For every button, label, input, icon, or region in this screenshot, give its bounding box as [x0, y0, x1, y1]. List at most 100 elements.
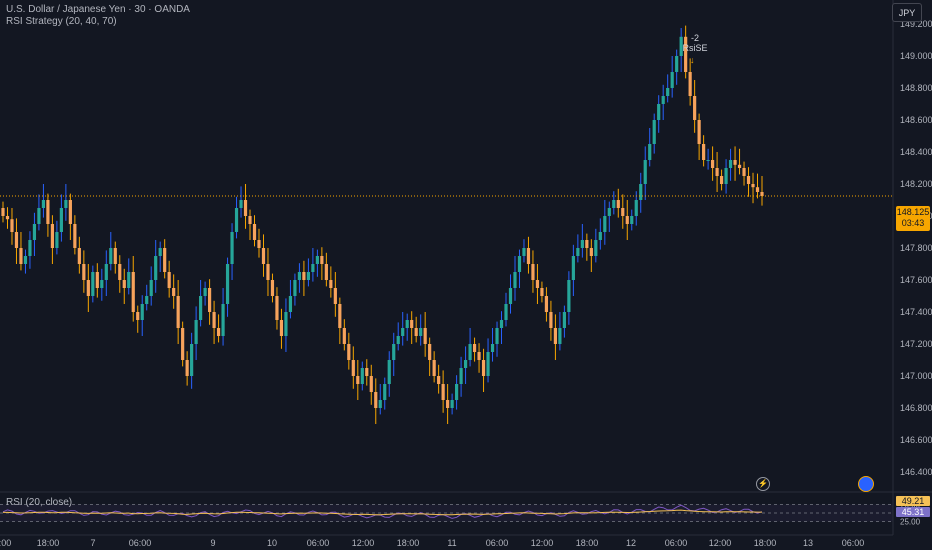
symbol-legend[interactable]: U.S. Dollar / Japanese Yen · 30 · OANDA [6, 4, 190, 15]
candle-body [306, 272, 310, 280]
candle-body [95, 272, 99, 288]
signal-name: RsiSE [682, 43, 708, 53]
candle-body [32, 224, 37, 240]
candle-body [333, 288, 337, 304]
candle-body [414, 328, 418, 336]
candle-body [252, 224, 257, 240]
candle-body [212, 312, 216, 328]
time-tick-label: 06:00 [307, 538, 330, 548]
candle-body [77, 248, 81, 264]
broker-logo-icon[interactable] [858, 476, 874, 492]
candle-body [203, 288, 207, 296]
candle-body [612, 200, 616, 208]
candle-body [594, 240, 598, 256]
candle-body [410, 320, 414, 328]
candle-body [571, 256, 575, 280]
candle-body [589, 248, 593, 256]
candle-body [243, 200, 248, 216]
candle-body [216, 328, 221, 336]
candle-body [558, 328, 562, 344]
candle-body [315, 256, 319, 264]
candle-body [666, 88, 670, 96]
candle-body [185, 360, 189, 376]
candle-body [320, 256, 324, 264]
candle-body [1, 208, 5, 216]
candle-body [230, 232, 234, 264]
candle-body [585, 240, 589, 248]
candle-body [625, 216, 629, 224]
candle-body [728, 160, 733, 168]
candle-body [526, 248, 531, 264]
candle-body [742, 168, 746, 176]
candle-body [14, 232, 19, 248]
candle-body [621, 208, 625, 216]
candle-body [481, 360, 486, 376]
price-tick-label: 148.400 [900, 147, 932, 157]
last-price-value: 148.125 [896, 207, 930, 217]
candle-body [288, 296, 293, 312]
candle-body [432, 360, 436, 376]
candle-body [50, 224, 55, 248]
candle-body [261, 248, 266, 264]
candle-body [405, 320, 409, 328]
candle-body [284, 312, 288, 336]
candle-body [580, 240, 584, 248]
candle-body [535, 280, 540, 288]
candle-body [356, 376, 360, 384]
candle-body [468, 344, 472, 360]
candle-body [140, 304, 144, 320]
candle-body [576, 248, 580, 256]
time-tick-label: 11 [447, 538, 456, 548]
candle-body [302, 272, 306, 280]
time-tick-label: 18:00 [576, 538, 599, 548]
candle-body [338, 304, 342, 328]
candle-body [365, 368, 369, 376]
time-tick-label: 10 [267, 538, 277, 548]
candle-body [257, 240, 261, 248]
candle-body [248, 216, 252, 224]
candle-body [396, 336, 400, 344]
candle-body [154, 256, 158, 280]
candle-body [10, 219, 14, 232]
candle-body [522, 248, 526, 256]
candle-body [553, 328, 558, 344]
currency-button[interactable]: JPY [892, 3, 922, 22]
candle-body [163, 248, 167, 272]
candle-body [86, 280, 90, 296]
price-axis: 149.200 149.000 148.800 148.600 148.400 148.2… [900, 19, 932, 477]
candle-body [648, 144, 652, 160]
candle-body [136, 312, 140, 320]
strategy-legend[interactable]: RSI Strategy (20, 40, 70) [6, 16, 117, 27]
time-tick-label: 12:00 [352, 538, 375, 548]
time-tick-label: 12:00 [709, 538, 732, 548]
candle-body [270, 280, 275, 296]
rsi-legend[interactable]: RSI (20, close) [6, 497, 73, 508]
rsi-ma-line [3, 509, 762, 516]
candle-body [567, 280, 571, 312]
time-tick-label: 06:00 [665, 538, 688, 548]
price-tick-label: 147.400 [900, 307, 932, 317]
candle-body [639, 184, 643, 200]
candle-body [64, 200, 68, 208]
candle-body [643, 160, 647, 184]
last-price-tag: 148.125 03:43 [896, 206, 930, 231]
lightning-icon[interactable]: ⚡ [756, 477, 770, 491]
candle-body [5, 216, 10, 220]
price-tick-label: 146.800 [900, 403, 932, 413]
candle-body [446, 400, 450, 408]
candle-body [347, 344, 351, 360]
candle-body [755, 187, 760, 192]
candle-body [450, 400, 454, 408]
candle-body [693, 96, 697, 120]
candle-body [719, 176, 724, 184]
time-tick-label: 18:00 [754, 538, 777, 548]
candle-body [706, 160, 710, 161]
signal-count: -2 [690, 33, 699, 43]
candle-body [499, 320, 504, 328]
candle-body [531, 264, 535, 280]
candle-body [109, 248, 113, 264]
time-tick-label: 06:00 [486, 538, 509, 548]
candle-body [239, 200, 243, 208]
